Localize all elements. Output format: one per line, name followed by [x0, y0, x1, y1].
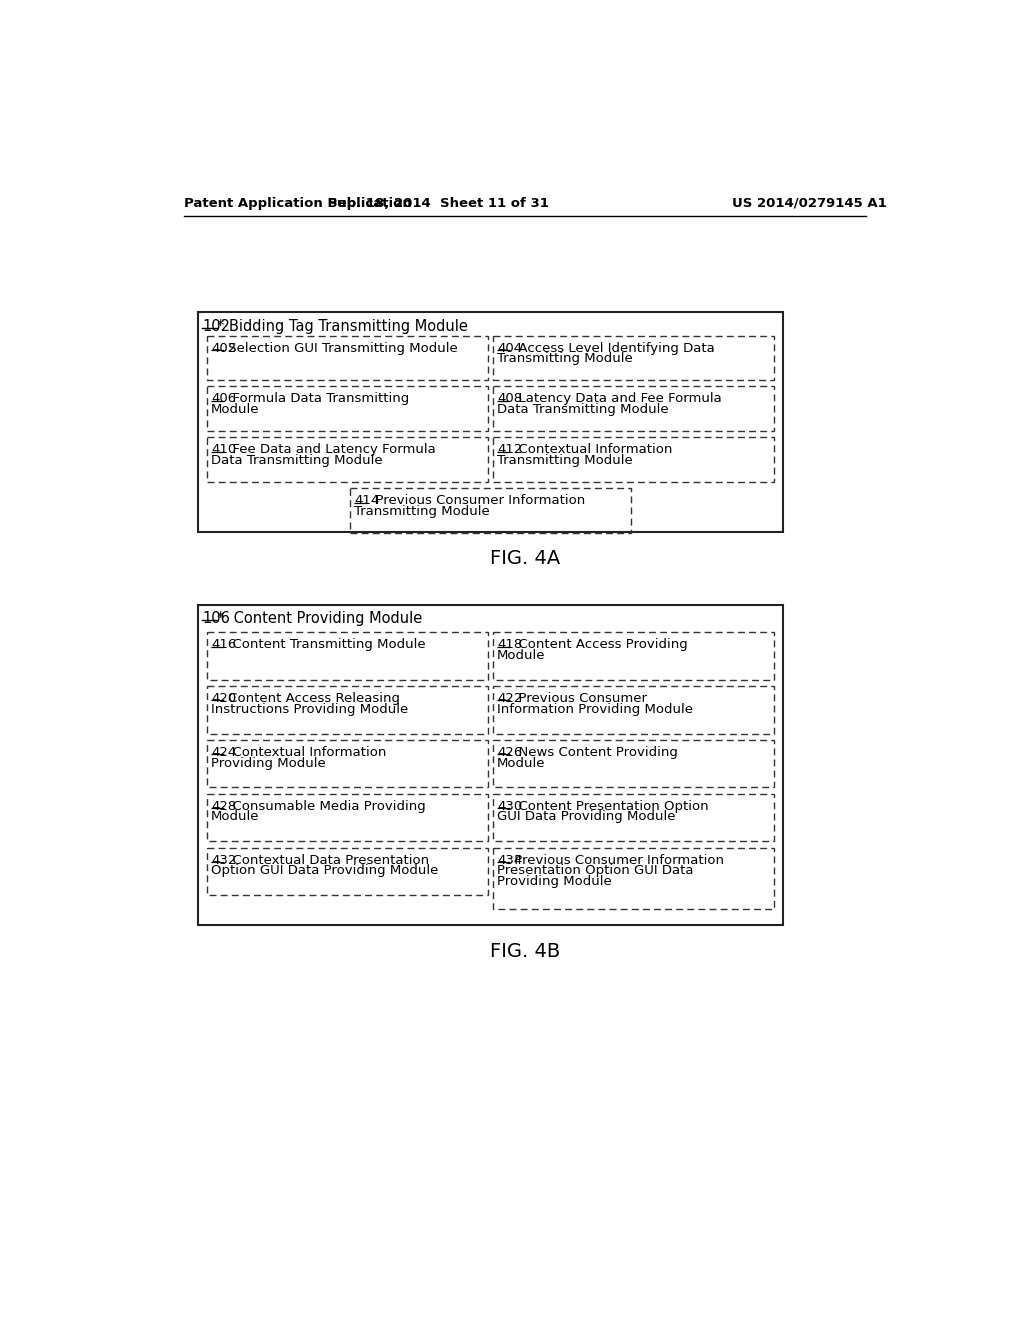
Text: Patent Application Publication: Patent Application Publication	[183, 197, 412, 210]
Bar	[207, 437, 487, 482]
Text: 414: 414	[354, 494, 379, 507]
Text: Module: Module	[211, 403, 259, 416]
Text: Providing Module: Providing Module	[497, 875, 611, 888]
Text: Latency Data and Fee Formula: Latency Data and Fee Formula	[510, 392, 722, 405]
Text: 408: 408	[497, 392, 522, 405]
Text: Data Transmitting Module: Data Transmitting Module	[211, 454, 383, 467]
Bar	[207, 632, 487, 680]
Text: 430: 430	[497, 800, 522, 813]
Text: FIG. 4B: FIG. 4B	[489, 942, 560, 961]
Bar	[207, 847, 487, 895]
Text: 410: 410	[211, 444, 237, 457]
Text: 404: 404	[497, 342, 522, 355]
Text: Transmitting Module: Transmitting Module	[497, 454, 633, 467]
Text: Instructions Providing Module: Instructions Providing Module	[211, 702, 409, 715]
Text: 426: 426	[497, 746, 522, 759]
Text: Formula Data Transmitting: Formula Data Transmitting	[224, 392, 410, 405]
Bar	[493, 686, 773, 734]
Text: Content Access Providing: Content Access Providing	[510, 638, 688, 651]
Bar	[198, 313, 783, 532]
Bar	[207, 686, 487, 734]
Text: Fee Data and Latency Formula: Fee Data and Latency Formula	[224, 444, 436, 457]
Text: 406: 406	[211, 392, 237, 405]
Text: Previous Consumer Information: Previous Consumer Information	[367, 494, 586, 507]
Text: Module: Module	[211, 810, 259, 824]
Text: Presentation Option GUI Data: Presentation Option GUI Data	[497, 865, 693, 878]
Text: FIG. 4A: FIG. 4A	[489, 549, 560, 569]
Text: Previous Consumer: Previous Consumer	[510, 692, 647, 705]
Text: Content Presentation Option: Content Presentation Option	[510, 800, 709, 813]
Bar	[207, 387, 487, 430]
Bar	[493, 793, 773, 841]
Text: 402: 402	[211, 342, 237, 355]
Text: Transmitting Module: Transmitting Module	[497, 352, 633, 366]
Text: Information Providing Module: Information Providing Module	[497, 702, 693, 715]
Text: Module: Module	[497, 648, 546, 661]
Text: Content Transmitting Module: Content Transmitting Module	[224, 638, 426, 651]
Text: News Content Providing: News Content Providing	[510, 746, 678, 759]
Text: 418: 418	[497, 638, 522, 651]
Bar	[493, 632, 773, 680]
Text: Content Access Releasing: Content Access Releasing	[224, 692, 400, 705]
Bar	[493, 437, 773, 482]
Text: 420: 420	[211, 692, 237, 705]
Bar	[493, 847, 773, 909]
Text: 106: 106	[203, 611, 230, 626]
Text: 412: 412	[497, 444, 522, 457]
Bar	[350, 488, 631, 532]
Text: Sep. 18, 2014  Sheet 11 of 31: Sep. 18, 2014 Sheet 11 of 31	[328, 197, 549, 210]
Text: Option GUI Data Providing Module: Option GUI Data Providing Module	[211, 865, 438, 878]
Bar	[493, 335, 773, 380]
Text: 422: 422	[497, 692, 522, 705]
Text: 432: 432	[211, 854, 237, 867]
Text: 434: 434	[497, 854, 522, 867]
Text: GUI Data Providing Module: GUI Data Providing Module	[497, 810, 676, 824]
Text: Selection GUI Transmitting Module: Selection GUI Transmitting Module	[224, 342, 458, 355]
Bar	[207, 793, 487, 841]
Bar	[207, 739, 487, 788]
Text: 428: 428	[211, 800, 237, 813]
Bar	[198, 605, 783, 924]
Text: US 2014/0279145 A1: US 2014/0279145 A1	[732, 197, 887, 210]
Text: 102: 102	[203, 318, 230, 334]
Text: Module: Module	[497, 756, 546, 770]
Text: Contextual Data Presentation: Contextual Data Presentation	[224, 854, 429, 867]
Text: Providing Module: Providing Module	[211, 756, 326, 770]
Text: 416: 416	[211, 638, 237, 651]
Text: * Bidding Tag Transmitting Module: * Bidding Tag Transmitting Module	[217, 318, 468, 334]
Text: 424: 424	[211, 746, 237, 759]
Text: Data Transmitting Module: Data Transmitting Module	[497, 403, 669, 416]
Text: Previous Consumer Information: Previous Consumer Information	[510, 854, 724, 867]
Bar	[493, 739, 773, 788]
Text: Transmitting Module: Transmitting Module	[354, 504, 489, 517]
Text: *  Content Providing Module: * Content Providing Module	[217, 611, 422, 626]
Bar	[493, 387, 773, 430]
Text: Contextual Information: Contextual Information	[224, 746, 386, 759]
Text: Contextual Information: Contextual Information	[510, 444, 673, 457]
Text: Access Level Identifying Data: Access Level Identifying Data	[510, 342, 715, 355]
Bar	[207, 335, 487, 380]
Text: Consumable Media Providing: Consumable Media Providing	[224, 800, 426, 813]
